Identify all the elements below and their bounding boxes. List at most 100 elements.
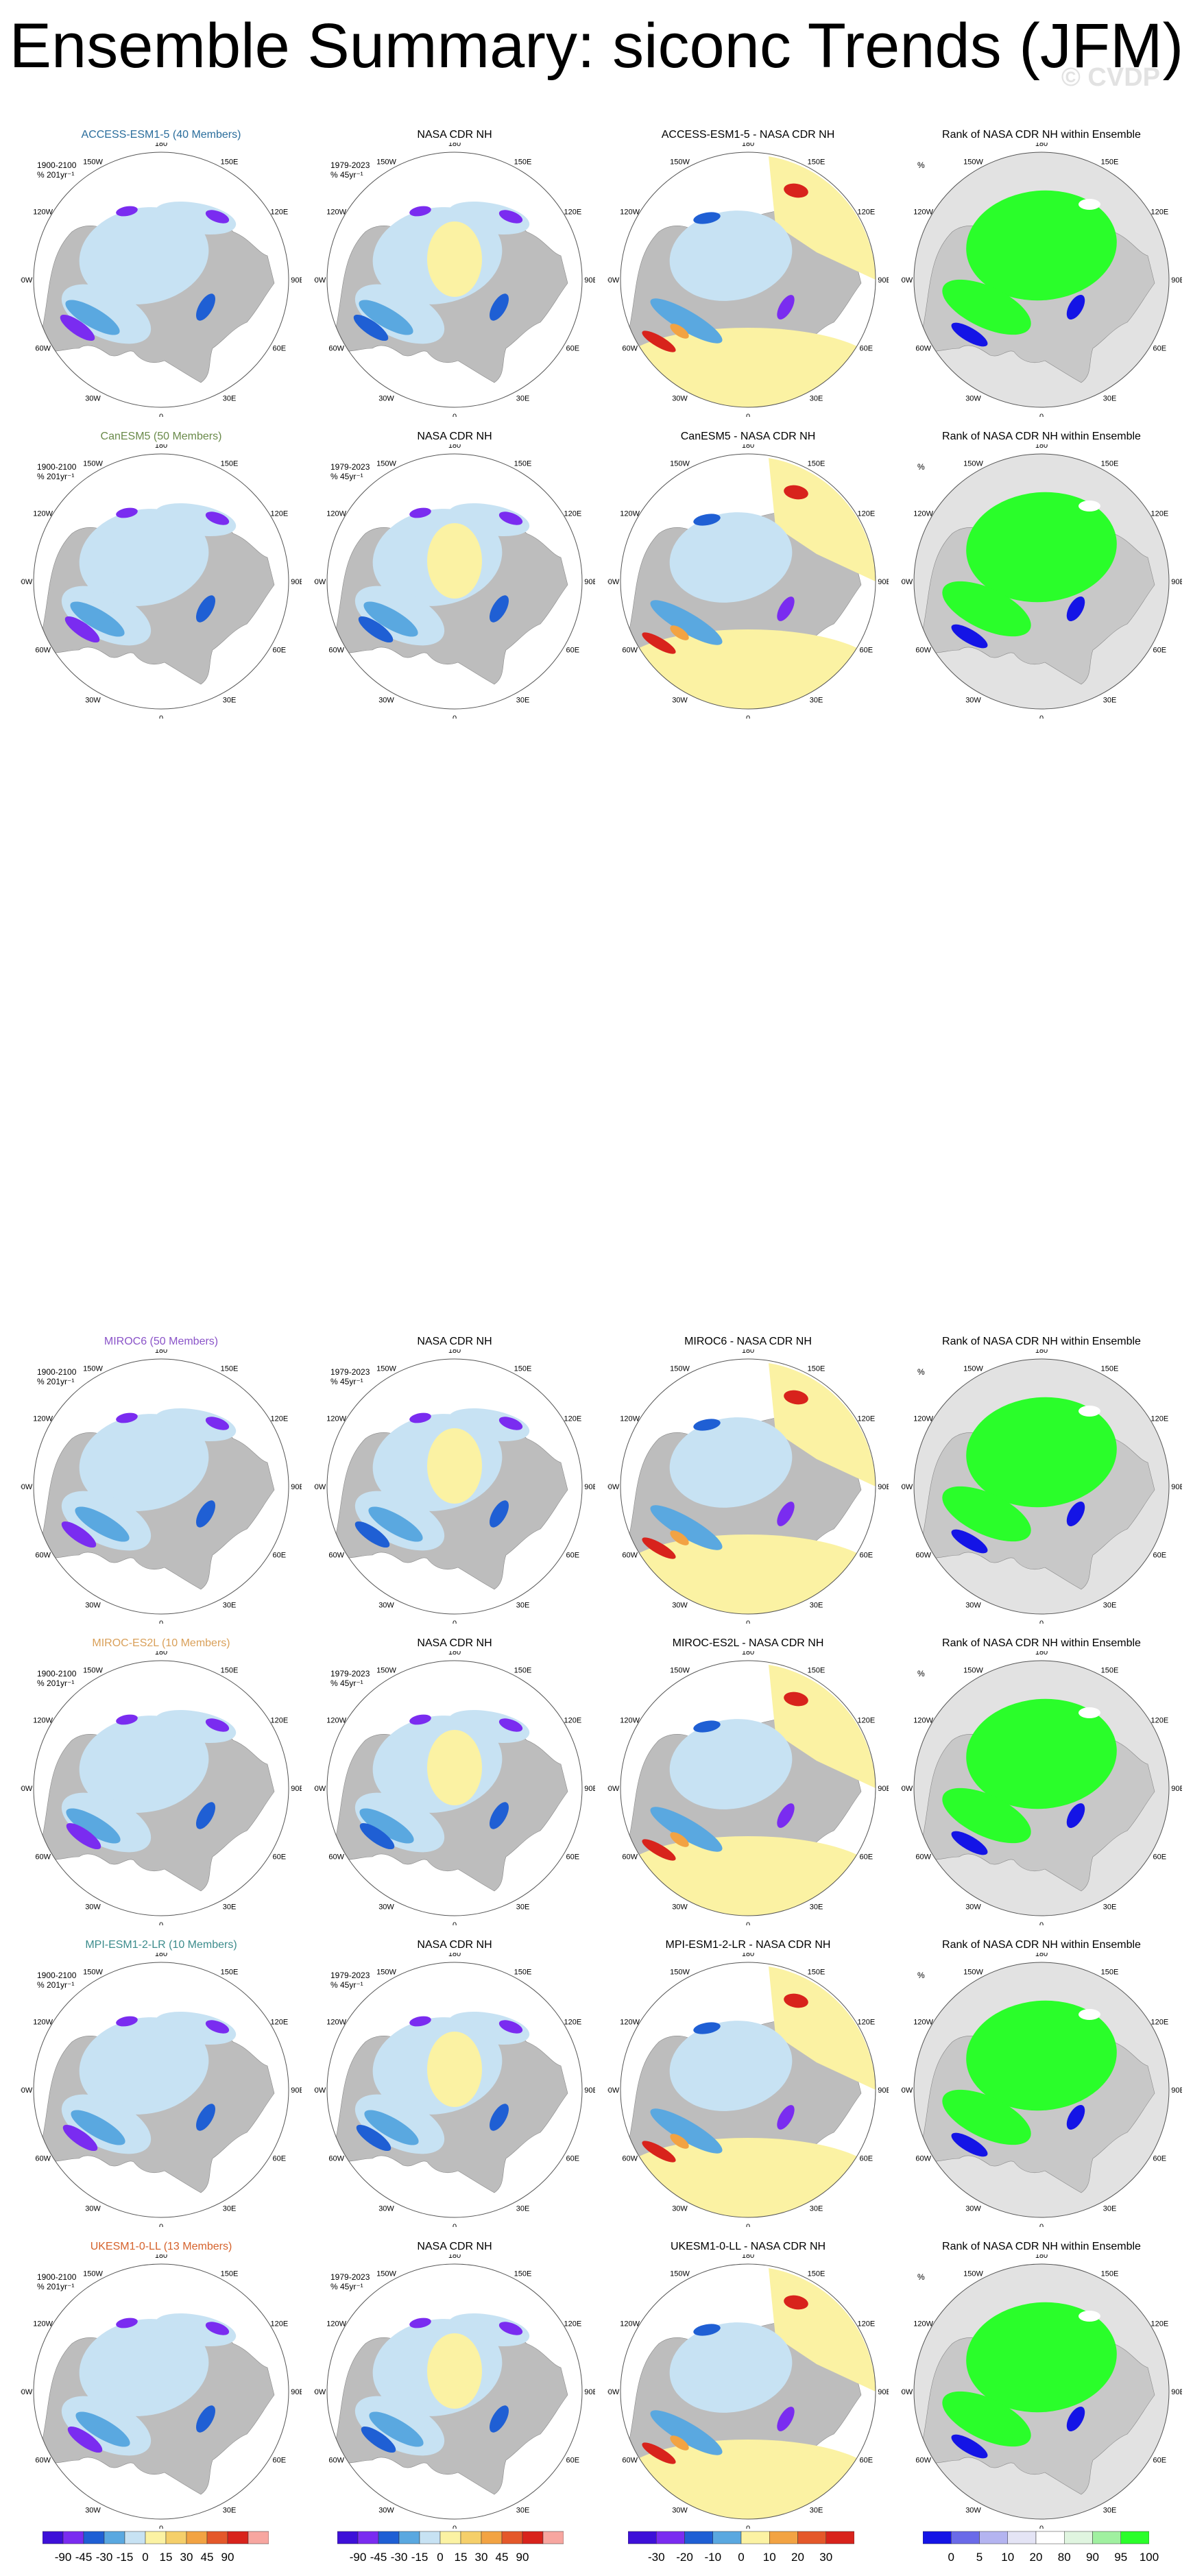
longitude-label: 60E	[860, 647, 873, 655]
longitude-label: 180	[448, 2254, 461, 2260]
longitude-label: 60E	[273, 1552, 287, 1560]
obs-polar-map: 180 150E 120E 90E 60E 30E 0 30W 60W 90W 120W 150W	[314, 143, 595, 417]
model-panel-title: CanESM5 (50 Members)	[100, 431, 222, 442]
longitude-label: 60W	[35, 2155, 51, 2163]
colorbar-tick-label: 90	[516, 2551, 529, 2564]
colorbar-swatches	[627, 2531, 855, 2544]
model-panel-title: MIROC6 (50 Members)	[104, 1336, 219, 1347]
longitude-label: 180	[448, 1651, 461, 1657]
longitude-label: 90W	[901, 276, 913, 285]
longitude-label: 60E	[860, 2457, 873, 2465]
longitude-label: 120E	[270, 510, 288, 518]
colorbar-tick-label: 15	[159, 2551, 173, 2564]
longitude-label: 0	[159, 2223, 163, 2227]
field-patch	[498, 1718, 523, 1732]
white-rank-region	[1078, 2311, 1100, 2322]
field-patch	[777, 597, 795, 621]
longitude-label: 30W	[965, 2506, 981, 2514]
rank-panel-title: Rank of NASA CDR NH within Ensemble	[942, 431, 1141, 442]
longitude-label: 90W	[21, 276, 33, 285]
longitude-label: 120E	[857, 1415, 875, 1423]
longitude-label: 60E	[566, 1853, 580, 1862]
diff-polar-map: 180 150E 120E 90E 60E 30E 0 30W 60W 90W 120W 150W	[607, 1651, 889, 1925]
longitude-label: 0	[746, 2223, 750, 2227]
units-label: %	[917, 2272, 925, 2282]
map-border	[326, 453, 583, 710]
longitude-label: 30W	[672, 2204, 688, 2213]
white-rank-region	[1078, 501, 1100, 511]
field-patch	[79, 2017, 209, 2115]
longitude-label: 150W	[670, 1365, 690, 1373]
longitude-label: 150E	[221, 2270, 239, 2278]
rank-panel-title: Rank of NASA CDR NH within Ensemble	[942, 1939, 1141, 1951]
map-border	[620, 2263, 876, 2520]
model-panel-title: MPI-ESM1-2-LR (10 Members)	[85, 1939, 237, 1951]
blue-rank-region	[1066, 1803, 1085, 1829]
longitude-label: 60W	[35, 1853, 51, 1862]
longitude-label: 150W	[83, 2270, 103, 2278]
colorbar-tick-label: -45	[75, 2551, 93, 2564]
colorbar-tick-label: 80	[1057, 2551, 1071, 2564]
longitude-label: 60W	[915, 2155, 931, 2163]
field-patch	[642, 1839, 676, 1861]
field-patch	[669, 512, 793, 603]
longitude-label: 150E	[1101, 1667, 1119, 1675]
longitude-label: 30E	[1103, 696, 1117, 704]
longitude-label: 150E	[1101, 460, 1119, 468]
colorbar-swatch	[769, 2531, 798, 2544]
obs-panel-title: NASA CDR NH	[417, 1637, 492, 1649]
colorbar-ticks: -90 -45 -30 -15 0 15 30 45 90	[337, 2551, 564, 2564]
longitude-label: 150W	[83, 1365, 103, 1373]
diff-polar-map: 180 150E 120E 90E 60E 30E 0 30W 60W 90W 120W 150W	[607, 143, 889, 417]
map-border	[620, 152, 876, 408]
model-polar-map: 180 150E 120E 90E 60E 30E 0 30W 60W 90W 120W 150W	[21, 1349, 302, 1624]
longitude-label: 0	[453, 413, 457, 417]
longitude-label: 60E	[1153, 345, 1167, 353]
diff-panel-title: ACCESS-ESM1-5 - NASA CDR NH	[661, 129, 835, 141]
field-patch	[79, 207, 209, 304]
rank-polar-map: 180 150E 120E 90E 60E 30E 0 30W 60W 90W 120W 150W	[901, 444, 1182, 719]
longitude-label: 120W	[33, 208, 53, 217]
field-patch	[490, 1500, 509, 1528]
diff-panel-title: UKESM1-0-LL - NASA CDR NH	[670, 2241, 826, 2252]
longitude-label: 90E	[1171, 276, 1182, 285]
longitude-label: 30E	[1103, 1903, 1117, 1911]
longitude-label: 180	[1035, 1651, 1048, 1657]
blue-rank-region	[951, 2132, 988, 2157]
field-patch	[409, 206, 431, 217]
longitude-label: 150W	[963, 1667, 983, 1675]
green-rank-region	[966, 190, 1117, 301]
units-label: 1979-2023 % 45yr⁻¹	[330, 160, 370, 180]
longitude-label: 90E	[291, 2388, 302, 2396]
map-border	[326, 1660, 583, 1916]
colorbar-swatches	[922, 2531, 1150, 2544]
longitude-label: 150W	[376, 2270, 396, 2278]
model-polar-map: 180 150E 120E 90E 60E 30E 0 30W 60W 90W 120W 150W	[21, 2254, 302, 2529]
field-patch	[642, 330, 676, 352]
longitude-label: 150E	[808, 1667, 826, 1675]
colorbar-ticks: 0 5 10 20 80 90 95 100	[923, 2551, 1159, 2564]
blue-rank-region	[1066, 1501, 1085, 1527]
obs-polar-map: 180 150E 120E 90E 60E 30E 0 30W 60W 90W 120W 150W	[314, 1953, 595, 2227]
longitude-label: 60E	[273, 1853, 287, 1862]
longitude-label: 0	[1039, 714, 1044, 719]
longitude-label: 30E	[223, 2204, 237, 2213]
field-patch	[693, 1419, 721, 1431]
colorbar-tick-label: 0	[738, 2551, 745, 2564]
longitude-label: 90E	[1171, 2086, 1182, 2095]
longitude-label: 150E	[514, 1969, 532, 1977]
longitude-label: 60E	[860, 1552, 873, 1560]
field-patch	[427, 1730, 482, 1805]
field-patch	[642, 1537, 676, 1559]
colorbar-tick-label: 45	[200, 2551, 214, 2564]
model-panel-title: ACCESS-ESM1-5 (40 Members)	[81, 129, 241, 141]
map-border	[913, 152, 1170, 408]
longitude-label: 0	[746, 2525, 750, 2529]
rank-panel-row-2: Rank of NASA CDR NH within Ensemble 180 15…	[901, 1336, 1182, 1624]
longitude-label: 120E	[1150, 510, 1168, 518]
longitude-label: 180	[1035, 1349, 1048, 1355]
longitude-label: 60E	[860, 2155, 873, 2163]
map-border	[913, 1358, 1170, 1615]
colorbar-tick-label: -90	[349, 2551, 367, 2564]
units-label: 1900-2100 % 201yr⁻¹	[37, 160, 77, 180]
